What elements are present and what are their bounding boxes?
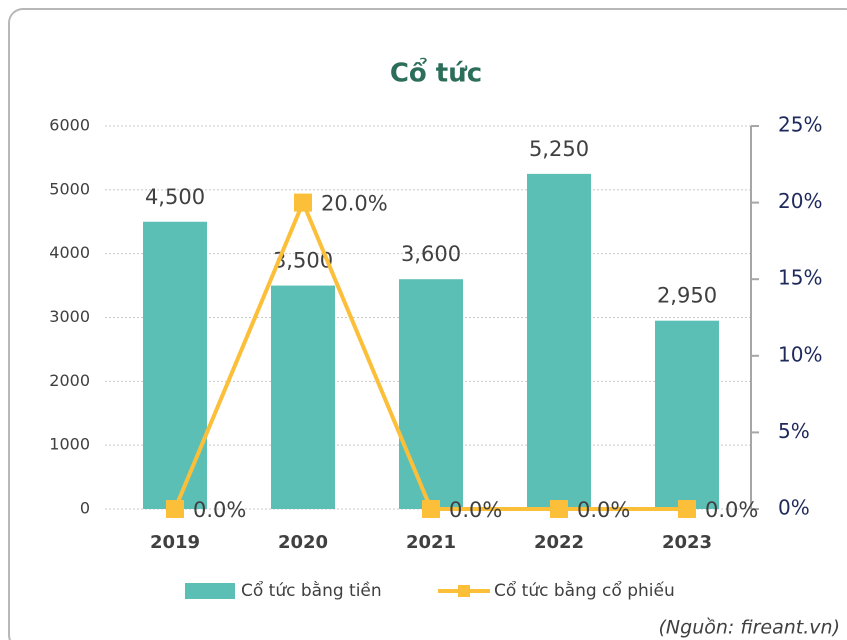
x-tick-label: 2022 [534, 532, 584, 553]
y2-tick-label: 20% [778, 189, 822, 213]
x-tick-label: 2021 [406, 532, 456, 553]
y-tick-label: 3000 [49, 307, 90, 326]
x-tick-label: 2023 [662, 532, 712, 553]
bar [527, 173, 591, 509]
data-label: 2,950 [657, 284, 717, 308]
legend-marker [458, 585, 470, 597]
marker [422, 500, 440, 518]
x-tick-label: 2019 [150, 532, 200, 553]
y-tick-label: 4000 [49, 243, 90, 262]
y-tick-label: 2000 [49, 371, 90, 390]
marker [678, 500, 696, 518]
x-tick-label: 2020 [278, 532, 328, 553]
data-label: 0.0% [705, 498, 758, 522]
bar [143, 221, 207, 509]
data-label: 0.0% [193, 498, 246, 522]
data-label: 5,250 [529, 137, 589, 161]
data-label: 0.0% [577, 498, 630, 522]
y2-tick-label: 25% [778, 113, 822, 137]
data-label: 0.0% [449, 498, 502, 522]
y-tick-label: 5000 [49, 179, 90, 198]
bar [399, 279, 463, 509]
y-tick-label: 0 [80, 499, 90, 518]
source: (Nguồn: fireant.vn) [659, 617, 840, 639]
data-label: 3,600 [401, 242, 461, 266]
legend-swatch [185, 583, 235, 599]
bar [271, 285, 335, 509]
y2-tick-label: 15% [778, 266, 822, 290]
bar [655, 320, 719, 509]
y-tick-label: 6000 [49, 116, 90, 135]
data-label: 4,500 [145, 185, 205, 209]
y-tick-label: 1000 [49, 435, 90, 454]
marker [294, 193, 312, 212]
marker [550, 500, 568, 518]
chart-title: Cổ tức [390, 56, 482, 89]
data-label: 20.0% [321, 192, 388, 216]
legend-label: Cổ tức bằng cổ phiếu [494, 580, 675, 601]
legend-label: Cổ tức bằng tiền [241, 580, 382, 601]
y2-tick-label: 10% [778, 342, 822, 366]
marker [166, 500, 184, 518]
y2-tick-label: 0% [778, 496, 810, 520]
y2-tick-label: 5% [778, 419, 810, 443]
